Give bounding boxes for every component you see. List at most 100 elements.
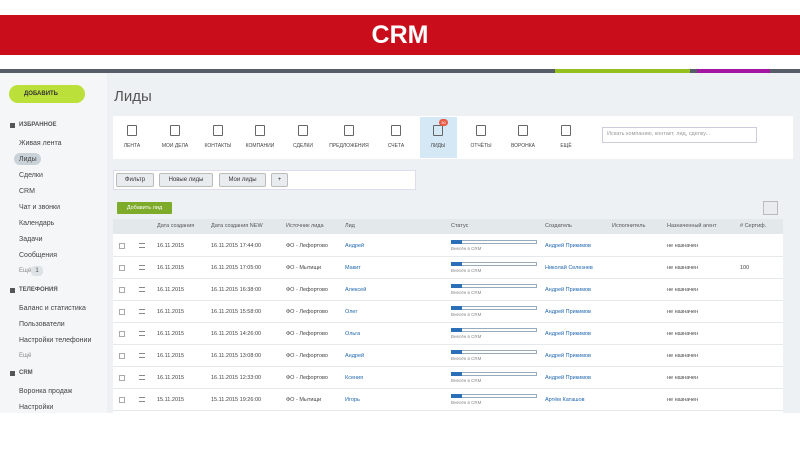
cell-link[interactable]: Игорь: [345, 397, 360, 403]
section-title[interactable]: ТЕЛЕФОНИЯ: [19, 287, 58, 293]
toolbar-label[interactable]: ЕЩЁ: [560, 143, 572, 149]
column-header: Создатель: [545, 223, 572, 229]
sidebar-item[interactable]: Задачи: [19, 236, 43, 243]
row-checkbox[interactable]: [119, 309, 125, 315]
toolbar-badge-text: 30: [441, 120, 446, 125]
row-menu[interactable]: [139, 309, 145, 314]
status-text: Внесён в CRM: [451, 312, 482, 317]
row-menu[interactable]: [139, 287, 145, 292]
cell-link[interactable]: Андрей Прикимов: [545, 331, 591, 337]
filter-button[interactable]: [116, 173, 154, 187]
more-link[interactable]: Ещё: [19, 353, 32, 359]
row-menu[interactable]: [139, 243, 145, 248]
toolbar-label[interactable]: КОНТАКТЫ: [204, 143, 232, 149]
cell-link[interactable]: Андрей Прикимов: [545, 375, 591, 381]
section-title[interactable]: CRM: [19, 370, 33, 376]
row-checkbox[interactable]: [119, 375, 125, 381]
cell-link[interactable]: Макит: [345, 265, 361, 271]
row-checkbox[interactable]: [119, 265, 125, 271]
add-lead-label[interactable]: Добавить лид: [126, 205, 163, 211]
status-fill: [451, 240, 462, 244]
filter-label[interactable]: Мои лиды: [228, 177, 257, 183]
cell: 16.11.2015 13:08:00: [211, 353, 262, 359]
settings-button[interactable]: [763, 201, 778, 215]
row-checkbox[interactable]: [119, 397, 125, 403]
filter-label[interactable]: Новые лиды: [168, 177, 204, 183]
cell: 16.11.2015: [157, 375, 185, 381]
row-menu[interactable]: [139, 353, 145, 358]
section-icon: [10, 123, 15, 128]
add-button-label[interactable]: ДОБАВИТЬ: [24, 91, 58, 97]
toolbar-label[interactable]: ПРЕДЛОЖЕНИЯ: [329, 143, 369, 149]
section-title[interactable]: ИЗБРАННОЕ: [19, 122, 57, 128]
row-menu[interactable]: [139, 331, 145, 336]
filter-label[interactable]: Фильтр: [124, 177, 146, 183]
toolbar-label[interactable]: ЛЕНТА: [123, 143, 141, 149]
sidebar-item[interactable]: Чат и звонки: [19, 204, 60, 211]
cell-link[interactable]: Андрей: [345, 243, 365, 249]
add-lead-button[interactable]: [117, 202, 172, 214]
row-checkbox[interactable]: [119, 353, 125, 359]
add-button[interactable]: [9, 85, 85, 103]
cell-link[interactable]: Олег: [345, 309, 358, 315]
row-menu[interactable]: [139, 397, 145, 402]
row-divider: [113, 256, 783, 257]
row-checkbox[interactable]: [119, 287, 125, 293]
sidebar-item[interactable]: Настройки: [19, 404, 54, 411]
toolbar-label[interactable]: СЧЕТА: [387, 143, 405, 149]
search-placeholder[interactable]: Искать компанию, контакт, лид, сделку...: [607, 131, 711, 137]
toolbar-label[interactable]: КОМПАНИИ: [245, 143, 275, 149]
cell-link[interactable]: Андрей Прикимов: [545, 309, 591, 315]
sidebar-item[interactable]: Воронка продаж: [19, 388, 73, 395]
cell-link[interactable]: Андрей Прикимов: [545, 243, 591, 249]
sidebar-item[interactable]: Лиды: [19, 156, 37, 163]
filter-button[interactable]: [219, 173, 266, 187]
row-menu[interactable]: [139, 265, 145, 270]
row-checkbox[interactable]: [119, 331, 125, 337]
cell-link[interactable]: Артём Каташов: [545, 397, 585, 403]
toolbar-label[interactable]: ВОРОНКА: [510, 143, 536, 149]
cell-link[interactable]: Николай Селезнев: [545, 265, 593, 271]
status-fill: [451, 306, 462, 310]
toolbar-icon: [561, 125, 571, 136]
filter-button[interactable]: [271, 173, 288, 187]
more-link[interactable]: Ещё: [19, 268, 32, 274]
toolbar-icon: [433, 125, 443, 136]
sidebar-item[interactable]: CRM: [19, 188, 35, 195]
cell-link[interactable]: Ксения: [345, 375, 364, 381]
cell: 16.11.2015 17:44:00: [211, 243, 262, 249]
cell-link[interactable]: Андрей Прикимов: [545, 287, 591, 293]
sidebar-item[interactable]: Календарь: [19, 220, 55, 227]
toolbar-label[interactable]: СДЕЛКИ: [292, 143, 313, 149]
sidebar-item[interactable]: Сделки: [19, 172, 43, 179]
cell: ФО - Мытищи: [286, 397, 322, 403]
cell: 15.11.2015 19:26:00: [211, 397, 262, 403]
row-checkbox[interactable]: [119, 243, 125, 249]
cell: 16.11.2015 17:05:00: [211, 265, 262, 271]
filter-label[interactable]: +: [277, 177, 282, 183]
sidebar-item[interactable]: Пользователи: [19, 321, 65, 328]
cell-link[interactable]: Алексей: [345, 287, 367, 293]
row-menu[interactable]: [139, 375, 145, 380]
sidebar-item[interactable]: Баланс и статистика: [19, 305, 86, 312]
cell-link[interactable]: Ольга: [345, 331, 361, 337]
status-text: Внесён в CRM: [451, 268, 482, 273]
cell: 100: [740, 265, 750, 271]
row-divider: [113, 278, 783, 279]
toolbar-label[interactable]: ЛИДЫ: [430, 143, 446, 149]
sidebar-item[interactable]: Живая лента: [19, 140, 62, 147]
status-fill: [451, 350, 462, 354]
filter-button[interactable]: [159, 173, 213, 187]
search-box[interactable]: [602, 127, 757, 143]
sidebar-item[interactable]: Сообщения: [19, 252, 57, 259]
toolbar-label[interactable]: ОТЧЁТЫ: [470, 143, 492, 149]
sidebar-item[interactable]: Настройки телефонии: [19, 337, 92, 344]
column-header: Исполнитель: [612, 223, 646, 229]
table-header: [113, 219, 783, 234]
cell-link[interactable]: Андрей Прикимов: [545, 353, 591, 359]
cell-link[interactable]: Андрей: [345, 353, 365, 359]
status-fill: [451, 284, 462, 288]
toolbar-icon: [391, 125, 401, 136]
row-divider: [113, 388, 783, 389]
toolbar-label[interactable]: МОИ ДЕЛА: [161, 143, 189, 149]
